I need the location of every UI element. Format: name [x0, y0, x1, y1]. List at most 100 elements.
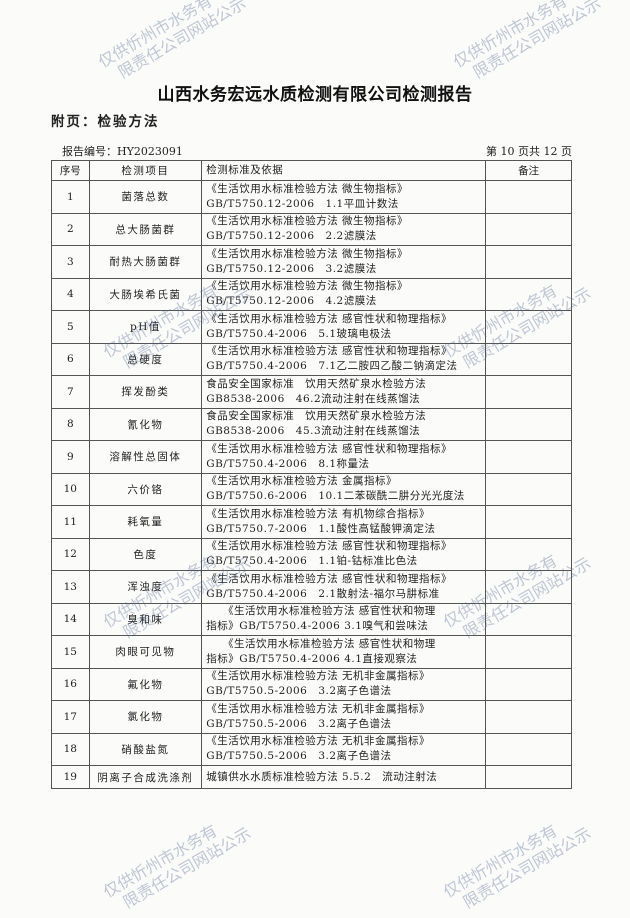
row-number: 19: [51, 765, 90, 789]
row-note: [485, 277, 572, 311]
row-note: [485, 537, 572, 571]
standard-line-1: 《生活饮用水标准检验方法 感官性状和物理指标》: [206, 345, 453, 358]
row-number: 2: [51, 212, 90, 246]
standard-line-2: GB/T5750.12-2006 3.2滤膜法: [206, 262, 377, 275]
table-row: 2 总大肠菌群 《生活饮用水标准检验方法 微生物指标》 GB/T5750.12-200…: [51, 212, 572, 246]
watermark-line-1: 仅供忻州市水务有: [440, 820, 561, 902]
table-row: 3 耐热大肠菌群 《生活饮用水标准检验方法 微生物指标》 GB/T5750.12-20…: [51, 245, 572, 279]
row-standard: 食品安全国家标准 饮用天然矿泉水检验方法 GB8538-2006 46.2流动注射…: [201, 375, 487, 409]
header-standard: 检测标准及依据: [201, 160, 487, 181]
table-header-row: 序号 检测项目 检测标准及依据 备注: [51, 160, 572, 181]
row-note: [485, 635, 572, 669]
table-row: 8 氰化物 食品安全国家标准 饮用天然矿泉水检验方法 GB8538-2006 45.3…: [51, 407, 572, 441]
row-item: 氯化物: [88, 700, 203, 734]
row-number: 14: [51, 602, 90, 636]
row-standard: 《生活饮用水标准检验方法 金属指标》 GB/T5750.6-2006 10.1二苯…: [201, 472, 487, 506]
standard-line-2: GB/T5750.12-2006 4.2滤膜法: [206, 295, 377, 308]
standard-line-2: GB/T5750.4-2006 5.1玻璃电极法: [206, 327, 392, 340]
watermark: 仅供忻州市水务有 限责任公司网站公示: [95, 0, 249, 88]
row-item: 臭和味: [88, 602, 203, 636]
standard-line-1: 《生活饮用水标准检验方法 微生物指标》: [206, 182, 409, 195]
row-item: pH值: [88, 310, 203, 344]
row-note: [485, 765, 572, 789]
row-note: [485, 180, 572, 214]
method-table: 序号 检测项目 检测标准及依据 备注 1 菌落总数 《生活饮用水标准检验方法 微生物…: [51, 160, 572, 789]
row-note: [485, 310, 572, 344]
row-standard: 食品安全国家标准 饮用天然矿泉水检验方法 GB8538-2006 45.3流动注射…: [201, 407, 487, 441]
standard-line-1: 《生活饮用水标准检验方法 感官性状和物理指标》: [206, 312, 453, 325]
row-number: 15: [51, 635, 90, 669]
row-note: [485, 700, 572, 734]
watermark-line-1: 仅供忻州市水务有: [95, 0, 216, 72]
table-row: 5 pH值 《生活饮用水标准检验方法 感官性状和物理指标》 GB/T5750.4-20…: [51, 310, 572, 344]
page-info: 第 10 页共 12 页: [486, 145, 572, 158]
standard-line-1: 《生活饮用水标准检验方法 金属指标》: [206, 475, 398, 488]
standard-line-1: 《生活饮用水标准检验方法 无机非金属指标》: [206, 702, 431, 715]
standard-line-1: 《生活饮用水标准检验方法 感官性状和物理指标》: [206, 540, 453, 553]
row-item: 阴离子合成洗涤剂: [88, 765, 203, 789]
standard-line-2: GB/T5750.4-2006 1.1铂-钴标准比色法: [206, 555, 418, 568]
watermark-line-1: 仅供忻州市水务有: [100, 820, 221, 902]
table-row: 11 耗氧量 《生活饮用水标准检验方法 有机物综合指标》 GB/T5750.7-200…: [51, 505, 572, 539]
standard-line-2: GB/T5750.4-2006 8.1称量法: [206, 457, 370, 470]
standard-line-2: 指标》GB/T5750.4-2006 4.1直接观察法: [206, 652, 418, 665]
row-number: 8: [51, 407, 90, 441]
watermark: 仅供忻州市水务有 限责任公司网站公示: [450, 0, 604, 88]
standard-line-1: 《生活饮用水标准检验方法 感官性状和物理: [206, 605, 436, 618]
row-item: 肉眼可见物: [88, 635, 203, 669]
row-note: [485, 245, 572, 279]
standard-line-1: 《生活饮用水标准检验方法 有机物综合指标》: [206, 507, 431, 520]
row-number: 9: [51, 440, 90, 474]
watermark-line-2: 限责任公司网站公示: [114, 0, 250, 82]
row-note: [485, 407, 572, 441]
watermark-line-2: 限责任公司网站公示: [459, 823, 595, 912]
row-number: 6: [51, 342, 90, 376]
row-standard: 《生活饮用水标准检验方法 感官性状和物理 指标》GB/T5750.4-2006 4…: [201, 635, 487, 669]
row-number: 11: [51, 505, 90, 539]
row-standard: 《生活饮用水标准检验方法 微生物指标》 GB/T5750.12-2006 1.1平…: [201, 180, 487, 214]
row-note: [485, 667, 572, 701]
standard-line-2: GB8538-2006 46.2流动注射在线蒸馏法: [206, 392, 421, 405]
row-number: 16: [51, 667, 90, 701]
standard-line-2: GB/T5750.5-2006 3.2离子色谱法: [206, 717, 392, 730]
row-number: 13: [51, 570, 90, 604]
watermark: 仅供忻州市水务有 限责任公司网站公示: [100, 807, 254, 918]
standard-line-1: 《生活饮用水标准检验方法 微生物指标》: [206, 215, 409, 228]
table-row: 13 浑浊度 《生活饮用水标准检验方法 感官性状和物理指标》 GB/T5750.4-2…: [51, 570, 572, 604]
row-standard: 城镇供水水质标准检验方法 5.5.2 流动注射法: [201, 765, 487, 789]
standard-line-1: 《生活饮用水标准检验方法 无机非金属指标》: [206, 735, 431, 748]
table-row: 15 肉眼可见物 《生活饮用水标准检验方法 感官性状和物理 指标》GB/T5750.…: [51, 635, 572, 669]
row-item: 硝酸盐氮: [88, 732, 203, 766]
row-standard: 《生活饮用水标准检验方法 微生物指标》 GB/T5750.12-2006 3.2滤…: [201, 245, 487, 279]
standard-line-1: 《生活饮用水标准检验方法 无机非金属指标》: [206, 670, 431, 683]
watermark-line-2: 限责任公司网站公示: [469, 0, 605, 82]
appendix-heading: 附页：检验方法: [51, 114, 160, 130]
row-standard: 《生活饮用水标准检验方法 无机非金属指标》 GB/T5750.5-2006 3.2…: [201, 667, 487, 701]
row-note: [485, 440, 572, 474]
table-row: 9 溶解性总固体 《生活饮用水标准检验方法 感官性状和物理指标》 GB/T5750.4…: [51, 440, 572, 474]
table-row: 1 菌落总数 《生活饮用水标准检验方法 微生物指标》 GB/T5750.12-2006…: [51, 180, 572, 214]
row-item: 大肠埃希氏菌: [88, 277, 203, 311]
header-no: 序号: [51, 160, 90, 181]
row-number: 17: [51, 700, 90, 734]
row-number: 5: [51, 310, 90, 344]
row-item: 总大肠菌群: [88, 212, 203, 246]
row-number: 7: [51, 375, 90, 409]
standard-line-1: 《生活饮用水标准检验方法 微生物指标》: [206, 280, 409, 293]
row-item: 色度: [88, 537, 203, 571]
watermark-line-2: 限责任公司网站公示: [119, 823, 255, 912]
row-item: 浑浊度: [88, 570, 203, 604]
table-row: 14 臭和味 《生活饮用水标准检验方法 感官性状和物理 指标》GB/T5750.4-…: [51, 602, 572, 636]
row-standard: 《生活饮用水标准检验方法 无机非金属指标》 GB/T5750.5-2006 3.2…: [201, 732, 487, 766]
row-standard: 《生活饮用水标准检验方法 有机物综合指标》 GB/T5750.7-2006 1.1…: [201, 505, 487, 539]
row-standard: 《生活饮用水标准检验方法 感官性状和物理指标》 GB/T5750.4-2006 8…: [201, 440, 487, 474]
standard-line-1: 食品安全国家标准 饮用天然矿泉水检验方法: [206, 410, 427, 423]
row-standard: 《生活饮用水标准检验方法 感官性状和物理指标》 GB/T5750.4-2006 5…: [201, 310, 487, 344]
standard-line-1: 城镇供水水质标准检验方法 5.5.2 流动注射法: [206, 770, 438, 783]
row-item: 总硬度: [88, 342, 203, 376]
row-note: [485, 212, 572, 246]
row-number: 3: [51, 245, 90, 279]
standard-line-2: GB/T5750.5-2006 3.2离子色谱法: [206, 685, 392, 698]
table-row: 7 挥发酚类 食品安全国家标准 饮用天然矿泉水检验方法 GB8538-2006 46.…: [51, 375, 572, 409]
standard-line-1: 食品安全国家标准 饮用天然矿泉水检验方法: [206, 377, 427, 390]
